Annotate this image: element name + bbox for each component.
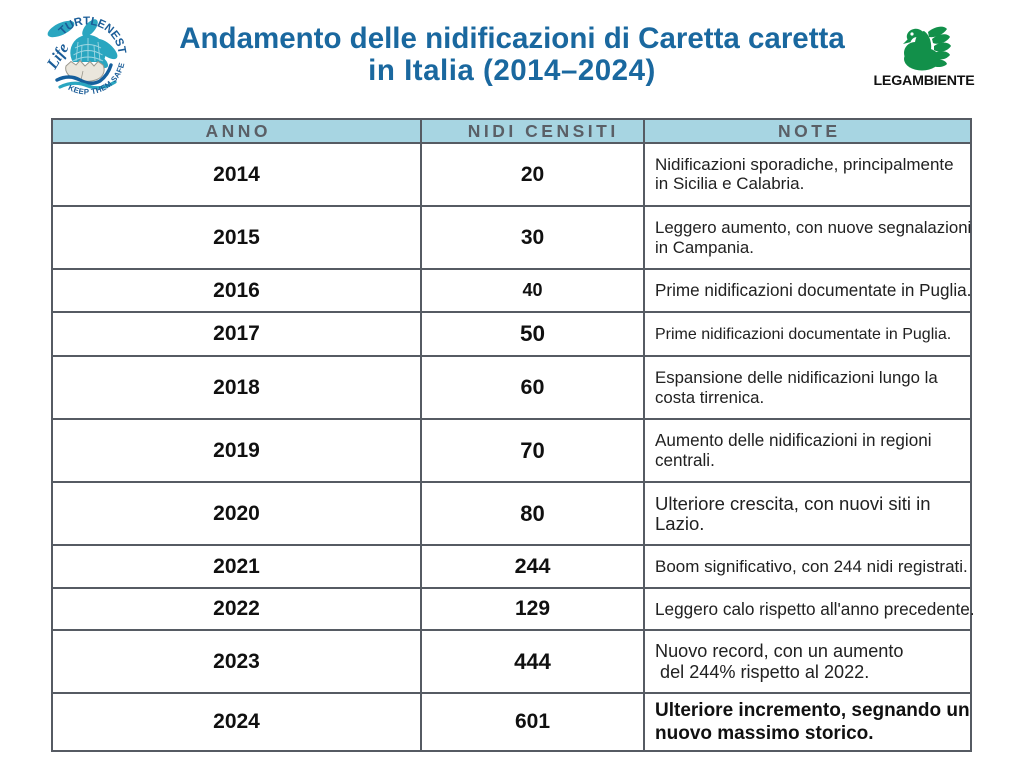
svg-text:LEGAMBIENTE: LEGAMBIENTE bbox=[873, 73, 974, 88]
